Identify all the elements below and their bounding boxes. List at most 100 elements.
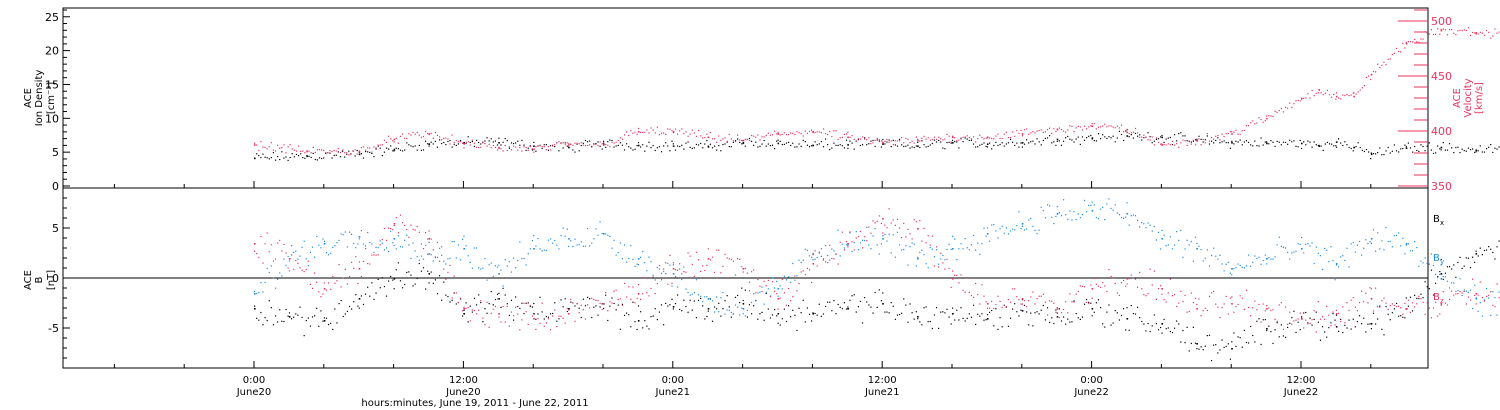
scatter-dot <box>880 300 883 302</box>
scatter-dot <box>981 143 983 145</box>
scatter-dot <box>1467 27 1470 29</box>
scatter-dot <box>648 256 650 258</box>
data-point <box>637 320 640 322</box>
scatter-dot <box>1335 314 1338 316</box>
scatter-dot <box>1411 151 1414 153</box>
scatter-dot <box>462 238 464 241</box>
scatter-dot <box>360 275 362 278</box>
data-point <box>777 313 780 315</box>
scatter-dot <box>1130 132 1132 134</box>
scatter-dot <box>1136 135 1139 137</box>
scatter-dot <box>650 316 652 318</box>
scatter-dot <box>1252 334 1254 337</box>
scatter-dot <box>562 142 564 144</box>
scatter-dot <box>1247 254 1250 256</box>
scatter-dot <box>486 279 488 281</box>
data-point <box>463 308 465 310</box>
scatter-dot <box>473 142 476 144</box>
scatter-dot <box>500 144 502 146</box>
scatter-dot <box>1215 139 1217 142</box>
scatter-dot <box>824 133 827 135</box>
scatter-dot <box>369 263 371 265</box>
scatter-dot <box>543 144 545 146</box>
scatter-dot <box>531 149 534 151</box>
scatter-dot <box>724 143 726 145</box>
scatter-dot <box>1465 290 1467 292</box>
scatter-dot <box>903 142 905 144</box>
scatter-dot <box>322 238 324 240</box>
data-point <box>1475 32 1478 34</box>
scatter-dot <box>808 255 811 257</box>
scatter-dot <box>818 131 820 133</box>
scatter-dot <box>289 156 291 159</box>
scatter-dot <box>388 148 390 150</box>
scatter-dot <box>611 247 613 249</box>
scatter-dot <box>395 216 397 219</box>
scatter-dot <box>1016 225 1018 227</box>
bottom-panel-x-ticks <box>113 361 1372 368</box>
scatter-dot <box>570 301 572 303</box>
series-ion-density <box>254 130 1500 162</box>
scatter-dot <box>741 307 743 309</box>
scatter-dot <box>787 134 790 136</box>
scatter-dot <box>1060 320 1063 322</box>
scatter-dot <box>576 142 578 144</box>
scatter-dot <box>693 300 695 302</box>
scatter-dot <box>658 264 661 267</box>
scatter-dot <box>393 288 395 290</box>
scatter-dot <box>644 277 646 279</box>
scatter-dot <box>960 137 962 139</box>
scatter-dot <box>506 303 508 305</box>
scatter-dot <box>490 312 492 314</box>
scatter-dot <box>755 136 757 138</box>
data-point <box>393 148 396 151</box>
scatter-dot <box>1132 214 1134 216</box>
scatter-dot <box>979 144 981 146</box>
scatter-dot <box>689 299 691 301</box>
scatter-dot <box>1361 254 1363 256</box>
density-tick-label: 10 <box>45 112 59 125</box>
scatter-dot <box>977 313 979 315</box>
scatter-dot <box>320 247 322 249</box>
data-point <box>533 318 535 320</box>
scatter-dot <box>964 136 966 138</box>
scatter-dot <box>632 301 634 303</box>
scatter-dot <box>331 150 333 153</box>
scatter-dot <box>734 140 737 142</box>
scatter-dot <box>732 313 735 315</box>
scatter-dot <box>722 138 724 140</box>
scatter-dot <box>988 240 991 242</box>
scatter-dot <box>302 150 304 152</box>
scatter-dot <box>665 142 667 144</box>
scatter-dot <box>660 151 663 153</box>
scatter-dot <box>1060 128 1063 131</box>
scatter-dot <box>1058 127 1060 129</box>
scatter-dot <box>988 137 991 139</box>
scatter-dot <box>574 151 576 153</box>
scatter-dot <box>1202 141 1204 143</box>
scatter-dot <box>432 249 434 251</box>
data-point <box>533 248 535 250</box>
scatter-dot <box>1461 267 1463 270</box>
scatter-dot <box>907 144 909 146</box>
scatter-dot <box>966 138 968 140</box>
scatter-dot <box>921 249 923 251</box>
scatter-dot <box>299 267 301 269</box>
scatter-dot <box>952 135 954 137</box>
scatter-dot <box>964 137 966 139</box>
scatter-dot <box>1034 229 1036 231</box>
scatter-dot <box>1077 125 1079 128</box>
scatter-dot <box>533 151 535 153</box>
data-point <box>742 268 745 270</box>
scatter-dot <box>1157 138 1160 140</box>
scatter-dot <box>1315 144 1317 146</box>
data-point <box>1405 147 1408 150</box>
scatter-dot <box>931 327 933 330</box>
scatter-dot <box>1055 144 1057 146</box>
scatter-dot <box>1036 130 1038 132</box>
scatter-dot <box>872 235 874 237</box>
scatter-dot <box>905 137 907 140</box>
scatter-dot <box>1213 344 1215 346</box>
scatter-dot <box>512 145 515 147</box>
scatter-dot <box>730 138 732 140</box>
